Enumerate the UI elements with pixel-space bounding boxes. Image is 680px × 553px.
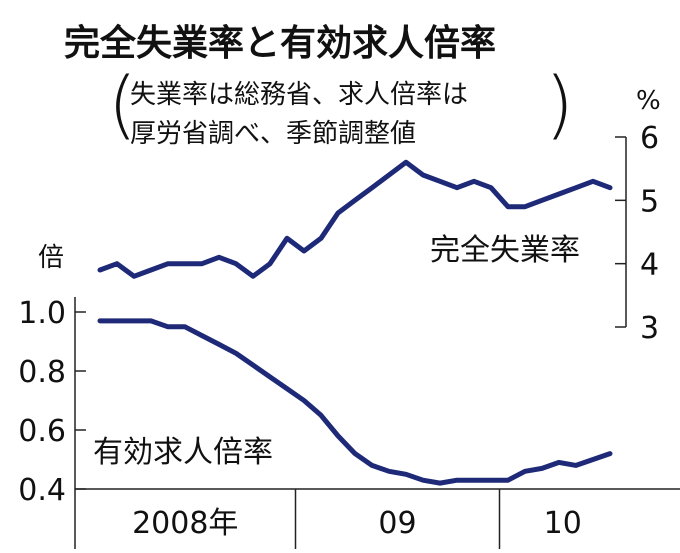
right-axis-unit: % xyxy=(636,86,661,116)
subtitle-open-paren: ( xyxy=(108,62,137,148)
x-category-label: 10 xyxy=(544,506,582,541)
series-label-unemployment: 完全失業率 xyxy=(430,233,580,268)
job-offers-ratio-line xyxy=(97,318,613,486)
left-tick-label: 1.0 xyxy=(18,296,66,331)
series-label-job-ratio: 有効求人倍率 xyxy=(93,435,273,470)
x-axis-categories: 2008年 09 10 xyxy=(132,489,582,549)
subtitle-close-paren: ) xyxy=(545,62,574,148)
subtitle-line-1: 失業率は総務省、求人倍率は xyxy=(130,80,468,110)
x-category-label: 09 xyxy=(378,506,416,541)
axis-frame xyxy=(74,137,680,549)
right-tick-label: 4 xyxy=(640,248,659,283)
right-axis-ticks: 6 5 4 3 xyxy=(615,121,659,346)
chart-title: 完全失業率と有効求人倍率 xyxy=(64,22,496,64)
right-tick-label: 5 xyxy=(640,184,659,219)
left-tick-label: 0.4 xyxy=(18,473,66,508)
left-axis-unit: 倍 xyxy=(38,243,64,273)
left-tick-label: 0.8 xyxy=(18,355,66,390)
left-axis-ticks: 1.0 0.8 0.6 0.4 xyxy=(18,296,86,508)
series-lines xyxy=(97,159,613,486)
right-tick-label: 3 xyxy=(640,311,659,346)
x-category-label: 2008年 xyxy=(132,506,238,541)
unemployment-rate-line xyxy=(97,159,613,279)
left-tick-label: 0.6 xyxy=(18,414,66,449)
right-tick-label: 6 xyxy=(640,121,659,156)
subtitle-line-2: 厚労省調べ、季節調整値 xyxy=(130,119,416,149)
